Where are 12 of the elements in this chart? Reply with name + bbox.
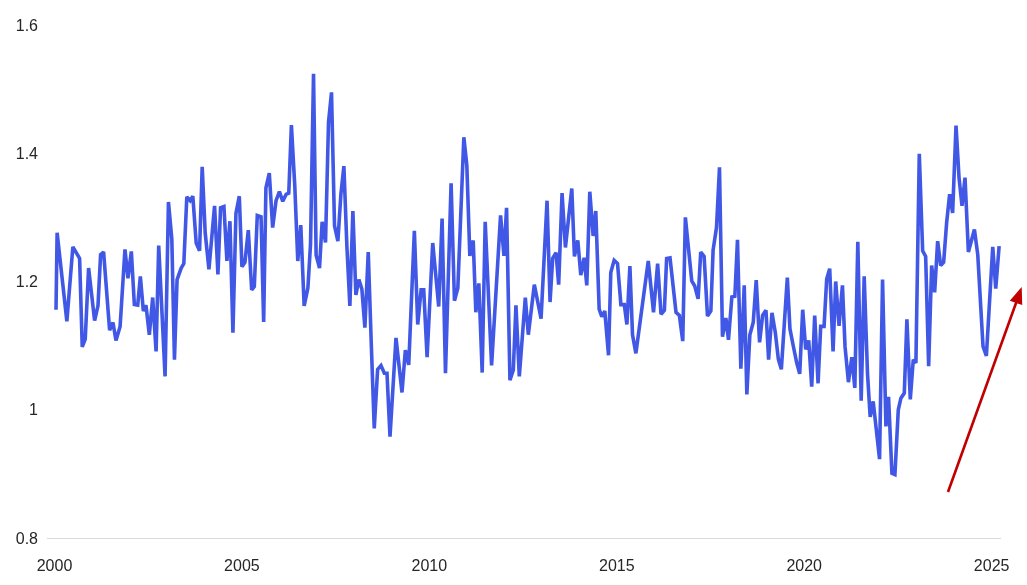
y-tick-label: 1.2	[15, 273, 39, 291]
x-tick-label: 2005	[224, 556, 260, 574]
line-series	[54, 71, 1001, 477]
x-tick-label: 2015	[598, 556, 635, 574]
y-tick-label: 1.4	[15, 144, 39, 162]
y-tick-label: 1.6	[15, 16, 39, 34]
y-tick-label: 1	[29, 401, 39, 419]
x-tick-label: 2010	[411, 556, 448, 574]
x-tick-label: 2025	[973, 556, 1010, 574]
x-tick-label: 2000	[36, 556, 73, 574]
x-tick-label: 2020	[786, 556, 823, 574]
y-tick-label: 0.8	[15, 529, 39, 547]
